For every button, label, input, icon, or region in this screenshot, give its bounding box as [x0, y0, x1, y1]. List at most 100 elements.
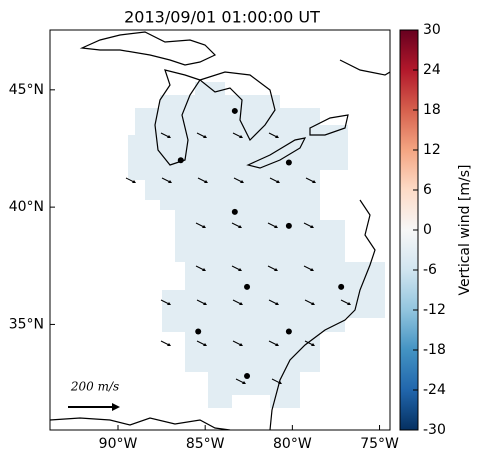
y-tick-label: 45°N — [9, 82, 44, 98]
quiver-key-arrow — [68, 403, 120, 411]
wind-arrow-head — [311, 302, 315, 305]
wind-arrow-head — [240, 180, 244, 183]
wind-arrow — [340, 299, 350, 305]
colorbar-tick-label: -12 — [423, 302, 446, 318]
y-tick-label: 40°N — [9, 199, 44, 215]
wind-arrow-head — [276, 180, 280, 183]
gulf-coast — [50, 417, 231, 430]
x-tick-label: 80°W — [273, 436, 312, 452]
wind-arrow-head — [278, 381, 282, 384]
colorbar-tick-label: -30 — [423, 422, 446, 438]
wind-arrow-head — [242, 381, 246, 384]
wind-arrow-head — [203, 343, 207, 346]
colorbar-tick-label: 18 — [423, 102, 441, 118]
wind-arrow — [232, 340, 242, 346]
map-frame — [49, 29, 391, 431]
colorbar-tick-label: 0 — [423, 222, 432, 238]
wind-arrow-head — [274, 268, 278, 271]
wind-arrow — [304, 340, 314, 346]
colorbar-tick-label: -6 — [423, 262, 437, 278]
y-tick-label: 35°N — [9, 316, 44, 332]
wind-arrow-head — [239, 302, 243, 305]
wind-arrow — [160, 299, 170, 305]
wind-arrow-head — [204, 180, 208, 183]
wind-arrow — [232, 299, 242, 305]
wind-arrow — [197, 177, 207, 183]
wind-arrow — [160, 132, 170, 138]
wind-arrow-head — [238, 268, 242, 271]
station — [244, 283, 251, 290]
station — [231, 208, 238, 215]
wind-arrow-head — [167, 302, 171, 305]
wind-arrow-head — [167, 135, 171, 138]
wind-arrow — [233, 177, 243, 183]
colorbar-tick-label: -24 — [423, 382, 446, 398]
wind-arrow — [268, 340, 278, 346]
station — [285, 328, 292, 335]
station — [244, 373, 251, 380]
station — [195, 328, 202, 335]
lake-erie — [246, 137, 307, 169]
wind-arrow — [304, 299, 314, 305]
colorbar-tick-label: 30 — [423, 22, 441, 38]
wind-arrow — [196, 299, 206, 305]
wind-arrow — [160, 340, 170, 346]
atlantic-coast — [269, 59, 390, 430]
wind-arrow-head — [310, 268, 314, 271]
wind-arrow — [268, 132, 278, 138]
wind-arrow — [303, 265, 313, 271]
wind-arrow-head — [239, 343, 243, 346]
wind-arrow — [268, 299, 278, 305]
station — [177, 157, 184, 164]
station — [285, 222, 292, 229]
wind-arrow — [161, 177, 171, 183]
colorbar-tick-label: 24 — [423, 62, 441, 78]
wind-arrow — [305, 177, 315, 183]
lake-superior — [79, 31, 217, 66]
wind-arrow — [271, 378, 281, 384]
wind-field — [128, 82, 385, 408]
wind-arrow-head — [312, 180, 316, 183]
wind-vectors — [125, 132, 351, 384]
wind-arrow-head — [203, 135, 207, 138]
wind-arrow — [196, 340, 206, 346]
colorbar-tick-label: 6 — [423, 182, 432, 198]
wind-arrow-head — [238, 225, 242, 228]
wind-arrow-head — [239, 135, 243, 138]
wind-arrow — [235, 378, 245, 384]
wind-arrow — [231, 265, 241, 271]
wind-arrow — [267, 222, 277, 228]
wind-arrow-head — [311, 343, 315, 346]
wind-arrow-head — [202, 225, 206, 228]
quiver-key-label: 200 m/s — [70, 380, 119, 394]
x-tick-label: 75°W — [360, 436, 399, 452]
wind-arrow — [125, 177, 135, 183]
x-tick-label: 85°W — [186, 436, 225, 452]
station — [285, 159, 292, 166]
wind-arrow — [196, 132, 206, 138]
wind-arrow-head — [274, 225, 278, 228]
wind-arrow-head — [202, 268, 206, 271]
colorbar-label: Vertical wind [m/s] — [457, 165, 473, 296]
wind-arrow-head — [275, 302, 279, 305]
wind-arrow — [267, 265, 277, 271]
lake-ontario — [309, 114, 349, 136]
colorbar-tick-label: -18 — [423, 342, 446, 358]
wind-arrow — [269, 177, 279, 183]
wind-arrow — [195, 222, 205, 228]
wind-arrow — [195, 265, 205, 271]
wind-arrow-head — [347, 302, 351, 305]
lake-huron — [198, 71, 276, 142]
station — [338, 283, 345, 290]
wind-arrow-head — [275, 343, 279, 346]
station — [231, 107, 238, 114]
wind-arrow — [232, 132, 242, 138]
wind-arrow-head — [132, 180, 136, 183]
wind-arrow-head — [167, 343, 171, 346]
x-tick-label: 90°W — [99, 436, 138, 452]
map-title: 2013/09/01 01:00:00 UT — [124, 8, 320, 27]
wind-arrow-head — [275, 135, 279, 138]
wind-arrow — [303, 222, 313, 228]
wind-arrow-head — [168, 180, 172, 183]
